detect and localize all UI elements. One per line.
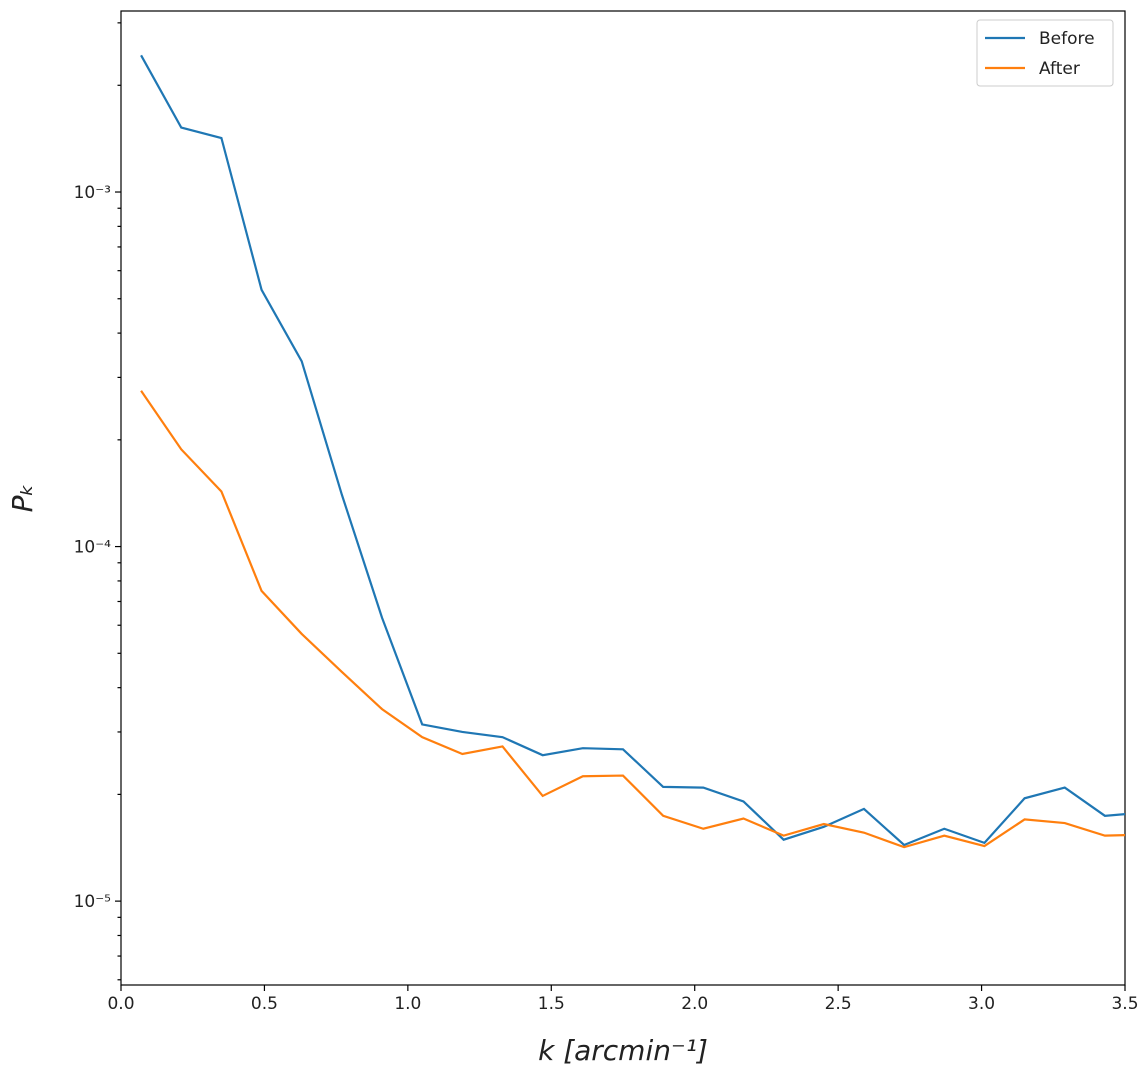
x-tick-label: 3.0 — [968, 994, 995, 1014]
x-tick-label: 1.5 — [538, 994, 565, 1014]
x-tick-label: 2.0 — [681, 994, 708, 1014]
x-tick-label: 1.0 — [394, 994, 421, 1014]
plot-lines — [140, 54, 1125, 849]
y-tick-label: 10⁻⁵ — [74, 892, 111, 912]
y-tick-label: 10⁻⁴ — [74, 538, 112, 558]
line — [140, 54, 1125, 847]
x-tick-label: 3.5 — [1111, 994, 1138, 1014]
y-axis-label: Pₖ — [6, 484, 39, 513]
x-tick-label: 0.5 — [251, 994, 278, 1014]
plot-frame — [120, 10, 1126, 986]
line — [140, 390, 1125, 849]
legend-box — [976, 19, 1114, 87]
x-tick-label: 2.5 — [825, 994, 852, 1014]
y-tick-label: 10⁻³ — [74, 183, 111, 203]
x-tick-label: 0.0 — [107, 994, 134, 1014]
legend-label: After — [1039, 59, 1080, 79]
legend-label: Before — [1039, 29, 1095, 49]
x-axis-label: k [arcmin⁻¹] — [538, 1034, 708, 1067]
